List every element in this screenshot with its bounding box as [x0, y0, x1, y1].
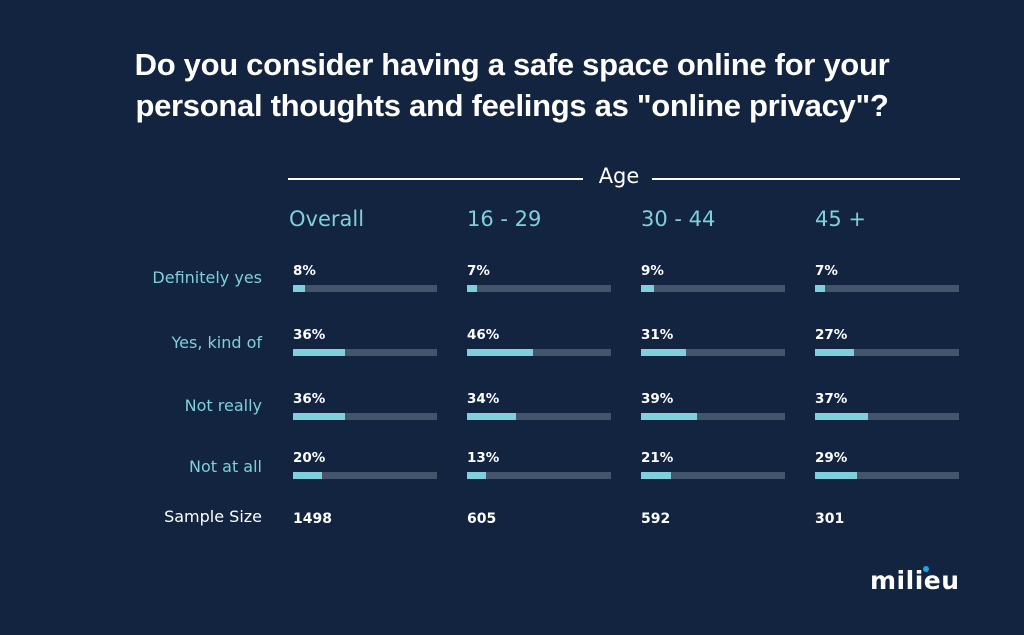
- logo-dot-icon: [923, 566, 929, 572]
- bar: [467, 349, 534, 356]
- bar: [815, 472, 857, 479]
- bar: [293, 472, 322, 479]
- row-label: Definitely yes: [152, 268, 262, 287]
- bar: [467, 285, 478, 292]
- bar-track: [815, 413, 959, 420]
- data-label: 46%: [467, 327, 500, 343]
- data-label: 8%: [293, 263, 316, 279]
- bar-cell: 34%: [467, 391, 611, 420]
- sample-size-value: 605: [467, 511, 497, 527]
- bar-track: [641, 285, 785, 292]
- bar-track: [815, 285, 959, 292]
- bar-track: [293, 413, 437, 420]
- bar: [293, 285, 305, 292]
- bar: [293, 413, 345, 420]
- bar-track: [467, 349, 611, 356]
- column-header: 16 - 29: [467, 207, 542, 231]
- row-label: Not really: [184, 396, 262, 415]
- bar-cell: 13%: [467, 450, 611, 479]
- bar: [641, 413, 698, 420]
- bar-cell: 31%: [641, 327, 785, 356]
- bar-track: [467, 413, 611, 420]
- sample-size-value: 592: [641, 511, 671, 527]
- bar-track: [467, 285, 611, 292]
- bar-cell: 7%: [467, 263, 611, 292]
- milieu-logo: milieu: [870, 566, 960, 595]
- data-label: 29%: [815, 450, 848, 466]
- bar: [293, 349, 345, 356]
- data-label: 36%: [293, 391, 326, 407]
- bar: [815, 349, 854, 356]
- bar-track: [815, 472, 959, 479]
- bar-cell: 36%: [293, 327, 437, 356]
- bar: [815, 285, 826, 292]
- bar-cell: 21%: [641, 450, 785, 479]
- bar-cell: 27%: [815, 327, 959, 356]
- age-label: Age: [598, 164, 640, 188]
- bar-cell: 36%: [293, 391, 437, 420]
- data-label: 9%: [641, 263, 664, 279]
- chart-title-line-1: Do you consider having a safe space onli…: [134, 47, 890, 82]
- bar-track: [293, 349, 437, 356]
- data-label: 27%: [815, 327, 848, 343]
- age-divider-right: [652, 178, 960, 180]
- data-label: 37%: [815, 391, 848, 407]
- bar-cell: 39%: [641, 391, 785, 420]
- bar-cell: 7%: [815, 263, 959, 292]
- bar-track: [815, 349, 959, 356]
- bar: [641, 349, 686, 356]
- data-label: 7%: [815, 263, 838, 279]
- row-label: Yes, kind of: [171, 333, 262, 352]
- bar: [641, 285, 654, 292]
- column-header: 30 - 44: [641, 207, 716, 231]
- bar-cell: 8%: [293, 263, 437, 292]
- data-label: 34%: [467, 391, 500, 407]
- bar: [467, 472, 486, 479]
- sample-size-value: 301: [815, 511, 845, 527]
- column-header: 45 +: [815, 207, 866, 231]
- bar-cell: 20%: [293, 450, 437, 479]
- column-header: Overall: [289, 207, 365, 231]
- sample-size-value: 1498: [293, 511, 332, 527]
- data-label: 31%: [641, 327, 674, 343]
- bar-track: [641, 349, 785, 356]
- bar-track: [293, 285, 437, 292]
- bar-cell: 37%: [815, 391, 959, 420]
- row-label: Not at all: [189, 457, 262, 476]
- bar-track: [641, 472, 785, 479]
- data-label: 39%: [641, 391, 674, 407]
- bar-cell: 46%: [467, 327, 611, 356]
- data-label: 13%: [467, 450, 500, 466]
- bar: [815, 413, 869, 420]
- sample-size-label: Sample Size: [164, 507, 262, 526]
- data-label: 20%: [293, 450, 326, 466]
- chart-title-line-2: personal thoughts and feelings as "onlin…: [135, 88, 889, 123]
- bar-cell: 9%: [641, 263, 785, 292]
- bar-cell: 29%: [815, 450, 959, 479]
- data-label: 21%: [641, 450, 674, 466]
- bar-track: [641, 413, 785, 420]
- bar-track: [293, 472, 437, 479]
- bar: [641, 472, 672, 479]
- age-divider-left: [288, 178, 583, 180]
- data-label: 7%: [467, 263, 490, 279]
- bar-track: [467, 472, 611, 479]
- bar: [467, 413, 516, 420]
- chart-title: Do you consider having a safe space onli…: [0, 44, 1024, 126]
- age-group-header: Age: [288, 164, 960, 188]
- data-label: 36%: [293, 327, 326, 343]
